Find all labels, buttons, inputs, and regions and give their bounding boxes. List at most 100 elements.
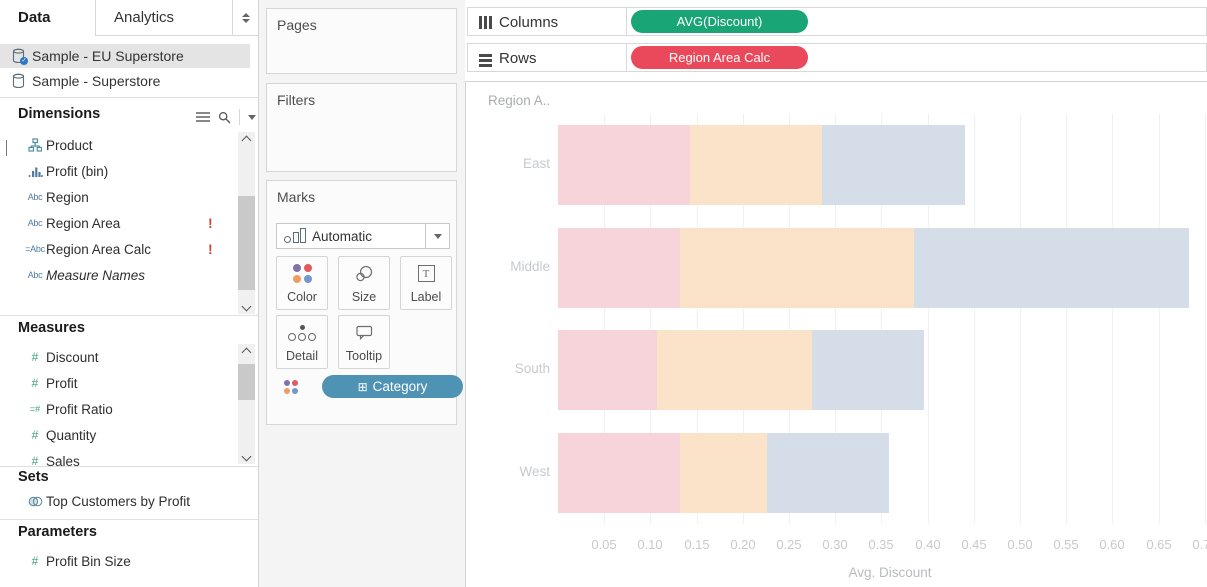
bar-segment-segment-pink[interactable] (558, 228, 680, 308)
field-item[interactable]: # Sales (0, 448, 238, 467)
field-item[interactable]: =# Profit Ratio (0, 396, 238, 422)
size-icon (355, 265, 373, 282)
gridline (1020, 114, 1021, 524)
color-button[interactable]: Color (276, 256, 328, 310)
field-item[interactable]: # Discount (0, 344, 238, 370)
text-icon: Abc (27, 270, 43, 280)
field-item[interactable]: # Profit (0, 370, 238, 396)
stacked-bar[interactable] (558, 433, 889, 513)
mark-type-value: Automatic (312, 228, 373, 244)
mark-type-dropdown[interactable]: Automatic (276, 223, 450, 249)
field-label: Top Customers by Profit (46, 493, 191, 509)
bar-segment-segment-blue[interactable] (914, 228, 1189, 308)
x-axis-tick-label: 0.50 (1007, 537, 1033, 552)
tab-analytics[interactable]: Analytics (96, 0, 250, 36)
pages-shelf[interactable]: Pages (266, 8, 457, 74)
chevron-down-icon[interactable] (248, 114, 256, 120)
bar-chart-icon (284, 227, 306, 243)
scrollbar-thumb[interactable] (238, 196, 255, 290)
columns-field-pill[interactable]: AVG(Discount) (631, 10, 808, 33)
number-icon: # (31, 350, 39, 364)
field-item[interactable]: # Quantity (0, 422, 238, 448)
mark-button-label: Color (287, 290, 317, 304)
bar-segment-segment-blue[interactable] (812, 330, 924, 410)
x-axis-tick-label: 0.15 (684, 537, 710, 552)
x-axis-tick-label: 0.55 (1053, 537, 1079, 552)
error-alert-icon[interactable]: ! (208, 241, 213, 257)
field-item[interactable]: Profit (bin) (0, 158, 238, 184)
text-icon: Abc (27, 218, 43, 228)
measures-scrollbar[interactable] (238, 344, 255, 464)
field-label: Sales (46, 453, 80, 467)
rows-field-pill[interactable]: Region Area Calc (631, 46, 808, 69)
detail-button[interactable]: Detail (276, 315, 328, 369)
row-category-label[interactable]: East (522, 156, 550, 171)
row-category-label[interactable]: Middle (510, 259, 550, 274)
divider (232, 0, 233, 36)
bar-segment-segment-orange[interactable] (690, 125, 822, 205)
dropdown-caret[interactable] (425, 224, 449, 248)
filters-shelf[interactable]: Filters (266, 83, 457, 172)
field-label: Profit (bin) (46, 163, 109, 179)
tooltip-button[interactable]: Tooltip (338, 315, 390, 369)
mark-button-label: Detail (286, 349, 318, 363)
category-pill[interactable]: ⊞ Category (322, 375, 463, 398)
scroll-down-icon[interactable] (241, 301, 252, 311)
gridline (697, 114, 698, 524)
search-icon[interactable] (218, 111, 231, 124)
bar-segment-segment-orange[interactable] (657, 330, 812, 410)
field-item[interactable]: Abc Region (0, 184, 238, 210)
bar-segment-segment-pink[interactable] (558, 125, 690, 205)
mark-button-label: Size (351, 290, 377, 304)
x-axis-tick-label: 0.40 (915, 537, 941, 552)
rows-shelf[interactable]: Rows Region Area Calc (467, 43, 1207, 72)
row-category-label[interactable]: West (519, 464, 550, 479)
field-item[interactable]: Top Customers by Profit (0, 488, 250, 514)
gridline (1205, 114, 1206, 524)
size-button[interactable]: Size (338, 256, 390, 310)
error-alert-icon[interactable]: ! (208, 215, 213, 231)
stacked-bar[interactable] (558, 125, 965, 205)
detail-icon (288, 324, 316, 341)
bar-segment-segment-blue[interactable] (767, 433, 889, 513)
row-category-label[interactable]: South (514, 361, 550, 376)
parameters-list: # Profit Bin Size (0, 548, 250, 574)
x-axis-title: Avg. Discount (848, 565, 932, 580)
marks-card: Marks Automatic Color Size T Label Detail Too… (266, 180, 463, 425)
chart-view[interactable]: Region A.. East Middle South West 0.05 0.10 0.… (465, 81, 1207, 587)
data-source-label: Sample - Superstore (32, 73, 161, 89)
data-source-item[interactable]: ✓ Sample - EU Superstore (0, 44, 250, 68)
tab-data[interactable]: Data (0, 0, 113, 35)
field-item[interactable]: Abc Region Area! (0, 210, 238, 236)
columns-shelf[interactable]: Columns AVG(Discount) (467, 7, 1207, 36)
dimensions-scrollbar[interactable] (238, 132, 255, 314)
marks-pill-row: ⊞ Category (276, 375, 463, 399)
scroll-down-icon[interactable] (241, 451, 252, 461)
scroll-up-icon[interactable] (241, 135, 252, 145)
expand-chevron-icon[interactable] (6, 140, 7, 156)
label-button[interactable]: T Label (400, 256, 452, 310)
scroll-up-icon[interactable] (241, 347, 252, 357)
stacked-bar[interactable] (558, 228, 1189, 308)
text-icon: Abc (27, 192, 43, 202)
view-list-icon[interactable] (196, 111, 210, 123)
number-icon: # (31, 454, 39, 466)
row-field-header[interactable]: Region A.. (488, 93, 551, 108)
number-icon: # (31, 428, 39, 442)
shelf-panel: Pages Filters Marks Automatic Color Size T… (259, 0, 465, 587)
field-item[interactable]: =Abc Region Area Calc! (0, 236, 238, 262)
bar-segment-segment-orange[interactable] (680, 433, 767, 513)
field-item[interactable]: Abc Measure Names (0, 262, 238, 288)
bar-segment-segment-pink[interactable] (558, 433, 680, 513)
field-item[interactable]: Product (0, 132, 238, 158)
stacked-bar[interactable] (558, 330, 924, 410)
bar-segment-segment-orange[interactable] (680, 228, 914, 308)
pane-expand-button[interactable] (233, 0, 258, 36)
data-source-item[interactable]: Sample - Superstore (0, 69, 250, 93)
gridline (974, 114, 975, 524)
calc-number-icon: =# (29, 404, 41, 414)
field-item[interactable]: # Profit Bin Size (0, 548, 250, 574)
bar-segment-segment-pink[interactable] (558, 330, 657, 410)
bar-segment-segment-blue[interactable] (822, 125, 965, 205)
scrollbar-thumb[interactable] (238, 364, 255, 400)
